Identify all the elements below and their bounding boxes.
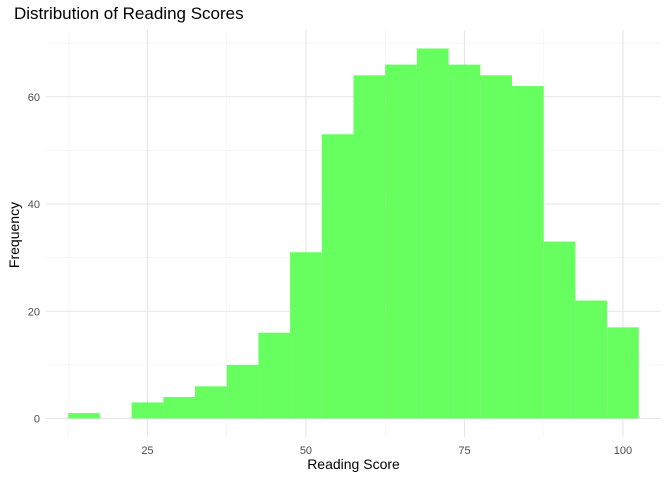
- chart-title: Distribution of Reading Scores: [14, 4, 244, 23]
- histogram-bar: [163, 397, 195, 419]
- x-axis-ticks: 25 50 75 100: [141, 445, 632, 457]
- histogram-bar: [385, 64, 417, 419]
- histogram-bar: [607, 327, 639, 419]
- x-tick-label: 25: [141, 445, 153, 457]
- histogram-bar: [416, 48, 449, 419]
- histogram-bar: [194, 386, 227, 419]
- histogram-bar: [448, 64, 481, 419]
- histogram-bar: [575, 300, 608, 419]
- histogram-bar: [480, 75, 513, 419]
- y-tick-label: 0: [34, 414, 40, 426]
- x-tick-label: 75: [458, 445, 470, 457]
- x-axis-label: Reading Score: [307, 456, 400, 472]
- x-tick-label: 100: [614, 445, 632, 457]
- histogram-bar: [290, 252, 322, 419]
- y-tick-label: 40: [28, 199, 40, 211]
- y-axis-label: Frequency: [6, 201, 22, 269]
- histogram-bar: [512, 86, 544, 419]
- histogram-bar: [543, 241, 576, 419]
- histogram-bars: [68, 48, 639, 419]
- histogram-bar: [258, 332, 291, 419]
- y-axis-ticks: 0 20 40 60: [28, 92, 40, 426]
- histogram-bar: [321, 134, 354, 419]
- y-tick-label: 60: [28, 92, 40, 104]
- histogram-bar: [131, 402, 164, 419]
- y-tick-label: 20: [28, 306, 40, 318]
- histogram-bar: [353, 75, 386, 419]
- x-tick-label: 50: [300, 445, 312, 457]
- histogram-bar: [68, 413, 100, 419]
- histogram-bar: [226, 364, 259, 419]
